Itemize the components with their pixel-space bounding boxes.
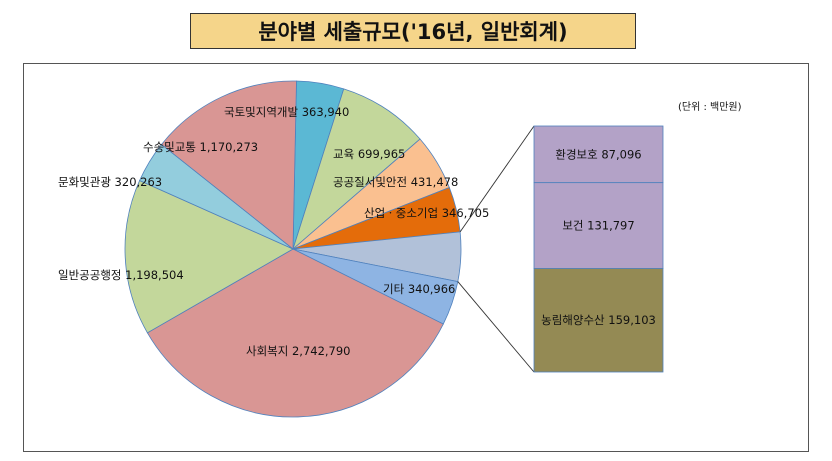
slice-label-산업ㆍ중소기업: 산업ㆍ중소기업 346,705 — [364, 206, 489, 220]
slice-label-일반공공행정: 일반공공행정 1,198,504 — [58, 268, 184, 282]
breakdown-label-0: 환경보호 87,096 — [555, 147, 641, 161]
slice-label-국토및지역개발: 국토및지역개발 363,940 — [224, 105, 349, 119]
slice-label-공공질서및안전: 공공질서및안전 431,478 — [333, 175, 458, 189]
breakdown-segment-0 — [533, 125, 664, 184]
pie-slice-교육 — [292, 88, 421, 251]
breakdown-label-2: 농림해양수산 159,103 — [541, 313, 656, 327]
breakdown-segment-1 — [533, 182, 664, 269]
connector-line-0 — [459, 125, 535, 233]
pie-slice-일반공공행정 — [124, 179, 294, 334]
chart-title: 분야별 세출규모('16년, 일반회계) — [190, 13, 636, 49]
pie-slice-수송및교통 — [160, 80, 297, 250]
breakdown-label-1: 보건 131,797 — [562, 219, 634, 233]
connector-line-1 — [457, 281, 535, 373]
unit-note: (단위 : 백만원) — [678, 100, 742, 113]
slice-label-문화및관광: 문화및관광 320,263 — [58, 175, 162, 189]
pie-slice-사회복지 — [146, 248, 444, 418]
slice-label-수송및교통: 수송및교통 1,170,273 — [143, 140, 258, 154]
breakdown-segment-2 — [533, 268, 664, 373]
slice-label-사회복지: 사회복지 2,742,790 — [246, 344, 351, 358]
chart-frame — [23, 63, 809, 452]
slice-label-기타: 기타 340,966 — [383, 282, 455, 296]
slice-label-교육: 교육 699,965 — [333, 147, 405, 161]
